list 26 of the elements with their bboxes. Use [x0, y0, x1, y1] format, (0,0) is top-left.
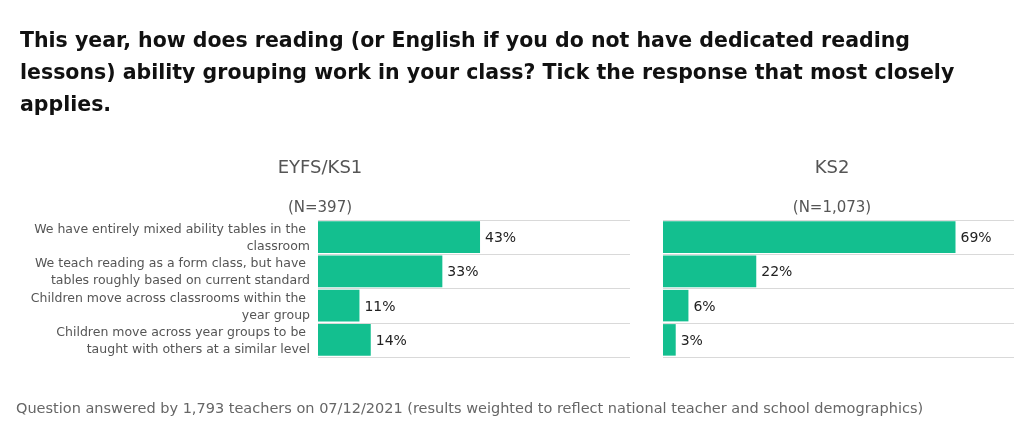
- data-label: 11%: [364, 297, 396, 314]
- chart-subtitle: (N=1,073): [792, 197, 872, 216]
- bar: [663, 289, 689, 322]
- data-label: 6%: [693, 297, 716, 314]
- y-tick-label: We have entirely mixed ability tables in the classroom: [34, 221, 310, 254]
- bar: [663, 324, 676, 356]
- bar: [663, 255, 757, 288]
- data-label: 22%: [761, 263, 793, 280]
- chart-subtitle: (N=397): [287, 197, 353, 216]
- chart-title: KS2: [814, 155, 850, 177]
- bar: [318, 289, 360, 322]
- data-label: 43%: [485, 229, 517, 246]
- bar: [318, 221, 481, 253]
- data-label: 14%: [375, 331, 407, 348]
- text: This year, how does reading (or English if you do not have dedicated reading lessons) ability grouping work in your class? Tick the response that most closely applies.: [20, 27, 956, 118]
- y-tick-label: Children move across classrooms within the year group: [30, 289, 311, 322]
- data-label: 3%: [680, 331, 703, 348]
- data-label: 33%: [447, 263, 479, 280]
- y-tick-label: We teach reading as a form class, but have tables roughly based on current standard: [34, 255, 310, 288]
- bar: [318, 324, 371, 356]
- text: Question answered by 1,793 teachers on 07/12/2021 (results weighted to reflect national teacher and school demographics): [16, 400, 924, 416]
- y-tick-label: Children move across year groups to be taught with others at a similar level: [56, 323, 310, 356]
- bar: [663, 221, 956, 253]
- data-label: 69%: [960, 229, 992, 246]
- bar: [318, 255, 443, 288]
- chart-title: EYFS/KS1: [277, 155, 363, 177]
